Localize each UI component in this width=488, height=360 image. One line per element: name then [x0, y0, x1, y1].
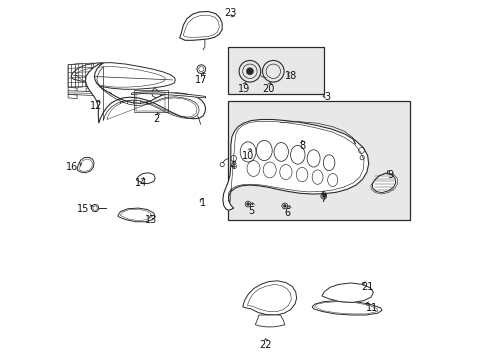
Text: 1: 1: [200, 198, 206, 208]
Bar: [228, 47, 323, 94]
Bar: [133, 90, 167, 112]
Polygon shape: [68, 91, 111, 96]
Text: 21: 21: [361, 282, 373, 292]
Circle shape: [283, 204, 285, 207]
Text: 7: 7: [320, 194, 326, 204]
Polygon shape: [136, 173, 155, 184]
Polygon shape: [223, 120, 368, 210]
Polygon shape: [68, 87, 77, 92]
Polygon shape: [321, 283, 373, 302]
Text: 4: 4: [229, 161, 236, 171]
Polygon shape: [179, 12, 222, 40]
Text: 20: 20: [262, 84, 274, 94]
Polygon shape: [131, 92, 205, 98]
Text: 16: 16: [66, 162, 79, 172]
Text: 19: 19: [237, 84, 249, 94]
Polygon shape: [242, 281, 296, 315]
Circle shape: [246, 68, 253, 75]
Polygon shape: [311, 301, 381, 315]
Bar: [228, 101, 409, 220]
Polygon shape: [71, 63, 175, 89]
Bar: [136, 93, 165, 111]
Circle shape: [246, 203, 249, 206]
Text: 23: 23: [224, 8, 236, 18]
Polygon shape: [68, 94, 77, 99]
Text: 6: 6: [284, 208, 290, 218]
Text: 15: 15: [77, 204, 90, 214]
Polygon shape: [85, 63, 205, 123]
Text: 22: 22: [259, 339, 271, 350]
Text: 9: 9: [386, 170, 392, 180]
Text: 17: 17: [195, 75, 207, 85]
Text: 2: 2: [153, 114, 159, 124]
Polygon shape: [151, 88, 161, 98]
Text: 5: 5: [248, 206, 254, 216]
Text: 11: 11: [366, 303, 378, 313]
Text: 8: 8: [299, 141, 305, 151]
Polygon shape: [86, 88, 97, 93]
Text: 13: 13: [144, 215, 157, 225]
Polygon shape: [371, 174, 395, 193]
Circle shape: [322, 195, 325, 198]
Text: 14: 14: [135, 177, 147, 188]
Polygon shape: [77, 157, 94, 173]
Text: 12: 12: [89, 101, 102, 111]
Text: 10: 10: [242, 150, 254, 161]
Text: 3: 3: [324, 92, 330, 102]
Polygon shape: [255, 315, 284, 327]
Text: 18: 18: [284, 71, 296, 81]
Polygon shape: [118, 208, 155, 222]
